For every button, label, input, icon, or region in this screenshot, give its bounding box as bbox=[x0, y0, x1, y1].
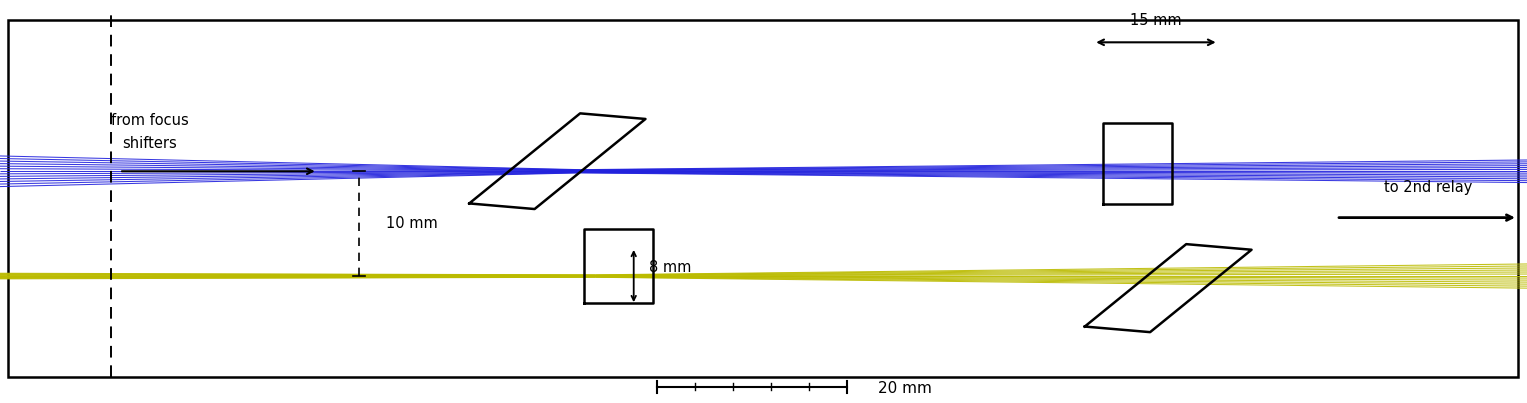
Text: shifters: shifters bbox=[122, 135, 177, 151]
Text: 20 mm: 20 mm bbox=[878, 381, 931, 397]
Text: 10 mm: 10 mm bbox=[386, 216, 438, 231]
Text: 15 mm: 15 mm bbox=[1130, 12, 1182, 28]
Bar bbox=[8, 20, 1518, 377]
Text: from focus: from focus bbox=[111, 113, 188, 129]
Text: 8 mm: 8 mm bbox=[649, 260, 692, 276]
Text: to 2nd relay: to 2nd relay bbox=[1383, 180, 1472, 195]
